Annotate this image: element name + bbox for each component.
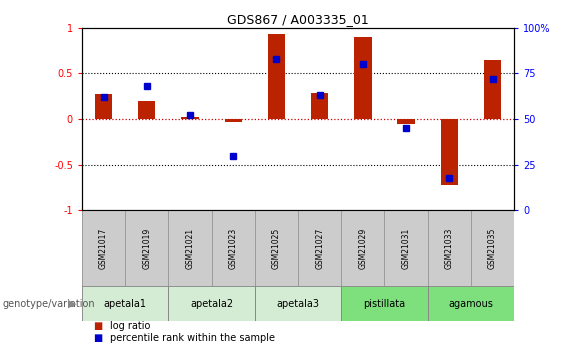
Title: GDS867 / A003335_01: GDS867 / A003335_01 [227,13,369,27]
Text: genotype/variation: genotype/variation [3,299,95,308]
Text: GSM21017: GSM21017 [99,228,108,269]
Bar [428,286,514,321]
Text: pistillata: pistillata [363,299,406,308]
Text: GSM21035: GSM21035 [488,228,497,269]
Text: apetala3: apetala3 [276,299,320,308]
Bar [384,210,428,286]
Bar [471,210,514,286]
Text: apetala1: apetala1 [103,299,147,308]
Bar [211,210,255,286]
Text: percentile rank within the sample: percentile rank within the sample [110,333,275,343]
Text: GSM21023: GSM21023 [229,228,238,269]
Bar [341,210,384,286]
Bar [168,286,255,321]
Text: ■: ■ [93,333,102,343]
Text: GSM21033: GSM21033 [445,228,454,269]
Text: apetala2: apetala2 [190,299,233,308]
Text: log ratio: log ratio [110,321,150,331]
Bar [341,286,428,321]
Text: GSM21031: GSM21031 [402,228,411,269]
Bar [181,117,199,119]
Bar [82,286,168,321]
Bar [224,119,242,122]
Bar [441,119,458,185]
Bar [484,60,501,119]
Bar [125,210,168,286]
Text: GSM21027: GSM21027 [315,228,324,269]
Bar [168,210,211,286]
Text: GSM21029: GSM21029 [358,228,367,269]
Bar [397,119,415,124]
Bar [255,210,298,286]
Bar [428,210,471,286]
Bar [138,101,155,119]
Bar [95,94,112,119]
Bar [82,210,125,286]
Text: ▶: ▶ [68,299,76,308]
Text: GSM21025: GSM21025 [272,228,281,269]
Text: agamous: agamous [449,299,493,308]
Text: ■: ■ [93,321,102,331]
Bar [268,34,285,119]
Bar [255,286,341,321]
Text: GSM21019: GSM21019 [142,228,151,269]
Bar [298,210,341,286]
Bar [354,37,372,119]
Bar [311,93,328,119]
Text: GSM21021: GSM21021 [185,228,194,269]
